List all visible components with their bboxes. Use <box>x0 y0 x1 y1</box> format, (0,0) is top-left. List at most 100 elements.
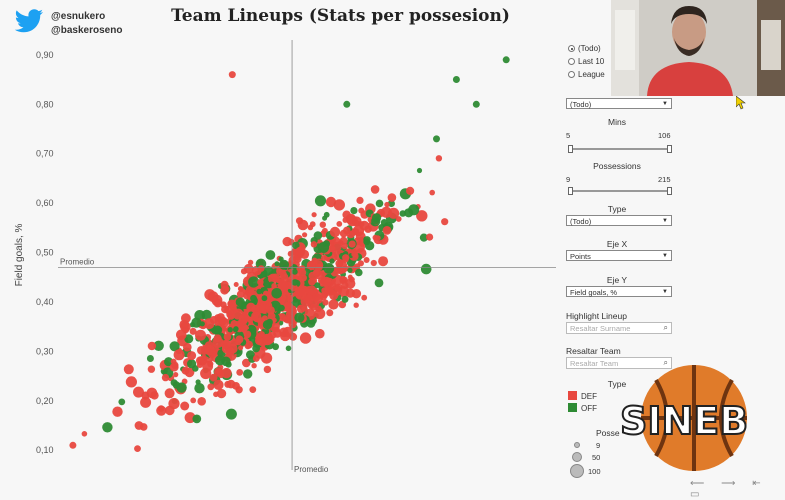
data-point[interactable] <box>318 242 330 253</box>
data-point[interactable] <box>322 299 329 306</box>
data-point[interactable] <box>263 365 272 374</box>
data-point[interactable] <box>81 431 88 437</box>
data-point[interactable] <box>363 238 371 246</box>
data-point[interactable] <box>375 199 384 208</box>
data-point[interactable] <box>348 240 356 248</box>
data-point[interactable] <box>274 261 280 267</box>
radio-todo[interactable]: (Todo) <box>568 44 601 53</box>
data-point[interactable] <box>118 398 126 406</box>
data-point[interactable] <box>355 231 366 242</box>
data-point[interactable] <box>170 379 178 387</box>
data-point[interactable] <box>169 362 179 372</box>
data-point[interactable] <box>232 326 239 333</box>
data-point[interactable] <box>388 207 400 219</box>
data-point[interactable] <box>295 288 307 300</box>
data-point[interactable] <box>190 397 197 404</box>
data-point[interactable] <box>161 373 170 382</box>
data-point[interactable] <box>342 254 350 262</box>
data-point[interactable] <box>322 215 328 221</box>
data-point[interactable] <box>195 329 206 341</box>
data-point[interactable] <box>321 254 328 261</box>
data-point[interactable] <box>236 369 244 376</box>
data-point[interactable] <box>336 221 343 227</box>
data-point[interactable] <box>243 369 253 379</box>
data-point[interactable] <box>197 397 206 406</box>
data-point[interactable] <box>199 321 205 327</box>
data-point[interactable] <box>313 269 320 276</box>
data-point[interactable] <box>319 292 328 301</box>
data-point[interactable] <box>370 185 380 194</box>
data-point[interactable] <box>133 386 144 398</box>
data-point[interactable] <box>329 226 341 238</box>
data-point[interactable] <box>406 186 415 195</box>
ejex-select[interactable]: Points ▼ <box>566 250 672 261</box>
data-point[interactable] <box>351 251 358 258</box>
data-point[interactable] <box>207 291 219 303</box>
radio-last10[interactable]: Last 10 <box>568 57 604 66</box>
data-point[interactable] <box>282 236 292 247</box>
data-point[interactable] <box>235 335 244 344</box>
data-point[interactable] <box>218 316 228 326</box>
data-point[interactable] <box>328 299 339 310</box>
data-point[interactable] <box>358 221 365 228</box>
data-point[interactable] <box>416 210 428 222</box>
data-point[interactable] <box>306 260 316 270</box>
data-point[interactable] <box>147 341 157 351</box>
data-point[interactable] <box>321 276 332 288</box>
data-point[interactable] <box>375 235 381 241</box>
resaltar-team-input[interactable]: Resaltar Team ⌕ <box>566 357 672 369</box>
slider-handle-max[interactable] <box>667 187 672 195</box>
data-point[interactable] <box>169 341 180 352</box>
data-point[interactable] <box>238 313 249 324</box>
data-point[interactable] <box>224 286 230 292</box>
data-point[interactable] <box>441 218 449 226</box>
data-point[interactable] <box>357 260 364 267</box>
data-point[interactable] <box>183 342 192 352</box>
data-point[interactable] <box>345 288 355 298</box>
data-point[interactable] <box>329 291 339 300</box>
data-point[interactable] <box>374 278 384 288</box>
data-point[interactable] <box>343 226 351 235</box>
data-point[interactable] <box>372 213 382 223</box>
data-point[interactable] <box>164 357 174 367</box>
data-point[interactable] <box>165 405 175 416</box>
data-point[interactable] <box>339 236 348 245</box>
slider-handle-min[interactable] <box>568 187 573 195</box>
data-point[interactable] <box>297 219 309 231</box>
data-point[interactable] <box>164 388 175 399</box>
data-point[interactable] <box>250 294 257 302</box>
data-point[interactable] <box>194 383 205 394</box>
data-point[interactable] <box>226 347 235 356</box>
data-point[interactable] <box>227 327 233 333</box>
data-point[interactable] <box>248 276 260 288</box>
data-point[interactable] <box>310 241 318 248</box>
data-point[interactable] <box>153 340 164 351</box>
data-point[interactable] <box>187 359 197 369</box>
data-point[interactable] <box>263 290 269 297</box>
data-point[interactable] <box>358 207 365 214</box>
data-point[interactable] <box>278 280 290 292</box>
data-point[interactable] <box>361 294 368 301</box>
data-point[interactable] <box>140 396 152 408</box>
data-point[interactable] <box>307 224 314 231</box>
data-point[interactable] <box>452 76 460 83</box>
data-point[interactable] <box>399 210 407 217</box>
data-point[interactable] <box>419 233 428 242</box>
data-point[interactable] <box>203 318 215 330</box>
data-point[interactable] <box>181 313 191 324</box>
data-point[interactable] <box>279 259 289 270</box>
data-point[interactable] <box>125 376 137 388</box>
data-point[interactable] <box>221 356 231 367</box>
ejey-select[interactable]: Field goals, % ▼ <box>566 286 672 297</box>
data-point[interactable] <box>228 71 236 79</box>
data-point[interactable] <box>295 246 306 257</box>
data-point[interactable] <box>207 360 214 367</box>
data-point[interactable] <box>216 388 227 399</box>
data-point[interactable] <box>354 220 360 226</box>
data-point[interactable] <box>201 309 212 320</box>
data-point[interactable] <box>200 367 212 380</box>
data-point[interactable] <box>256 288 263 295</box>
data-point[interactable] <box>347 274 353 280</box>
data-point[interactable] <box>176 382 187 393</box>
team-select[interactable]: (Todo) ▼ <box>566 98 672 109</box>
